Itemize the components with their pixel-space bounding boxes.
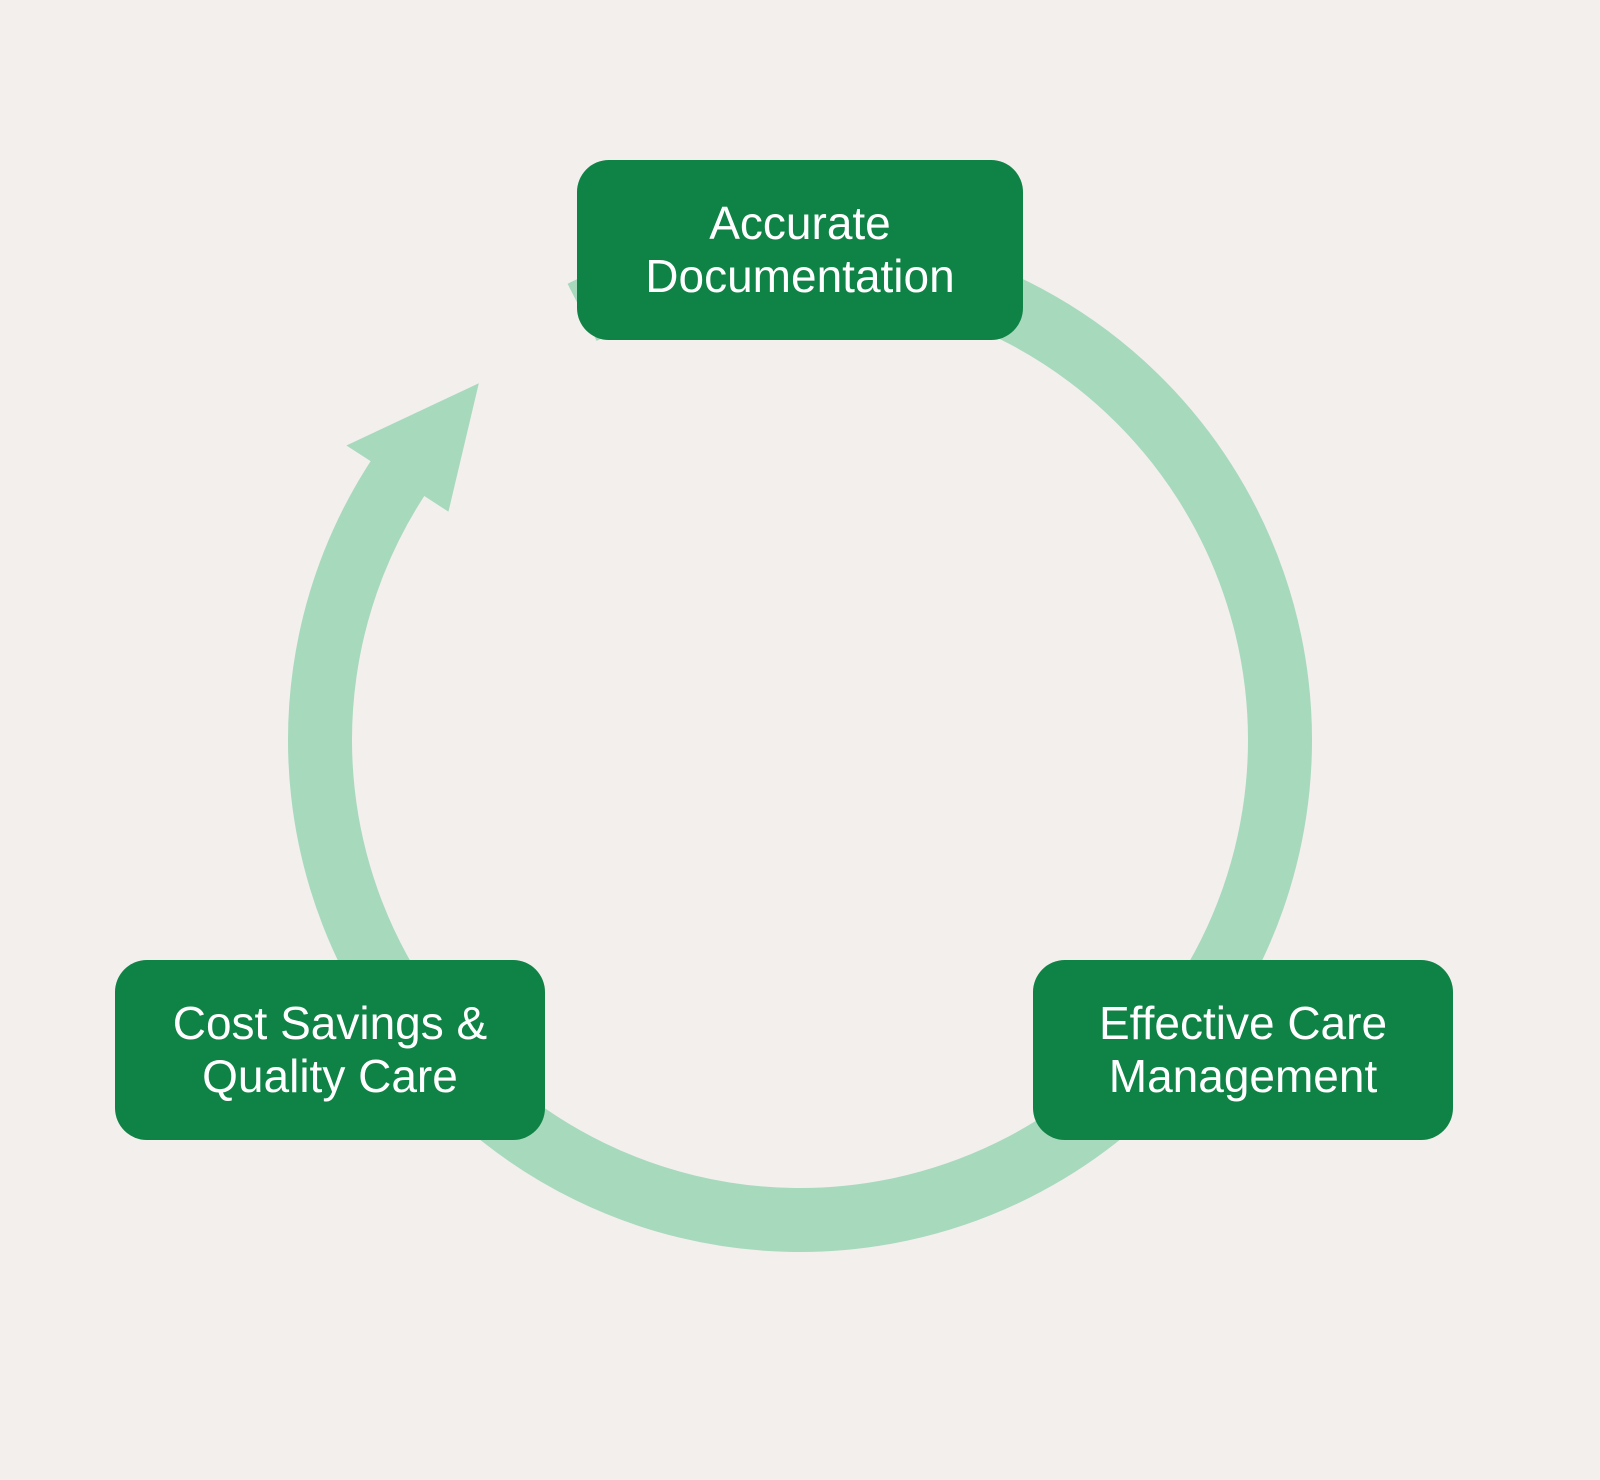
cycle-diagram: Accurate Documentation Effective Care Ma…: [0, 0, 1600, 1480]
node-effective-care-management: Effective Care Management: [1033, 960, 1453, 1140]
node-label: Effective Care Management: [1099, 997, 1387, 1103]
node-accurate-documentation: Accurate Documentation: [577, 160, 1023, 340]
node-cost-savings-quality-care: Cost Savings & Quality Care: [115, 960, 545, 1140]
node-label: Cost Savings & Quality Care: [173, 997, 487, 1103]
node-label: Accurate Documentation: [645, 197, 954, 303]
